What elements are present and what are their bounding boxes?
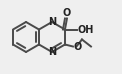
Text: N: N bbox=[48, 17, 56, 27]
Text: O: O bbox=[63, 7, 71, 17]
Text: N: N bbox=[48, 47, 56, 57]
Text: OH: OH bbox=[78, 24, 94, 34]
Text: O: O bbox=[74, 42, 82, 52]
